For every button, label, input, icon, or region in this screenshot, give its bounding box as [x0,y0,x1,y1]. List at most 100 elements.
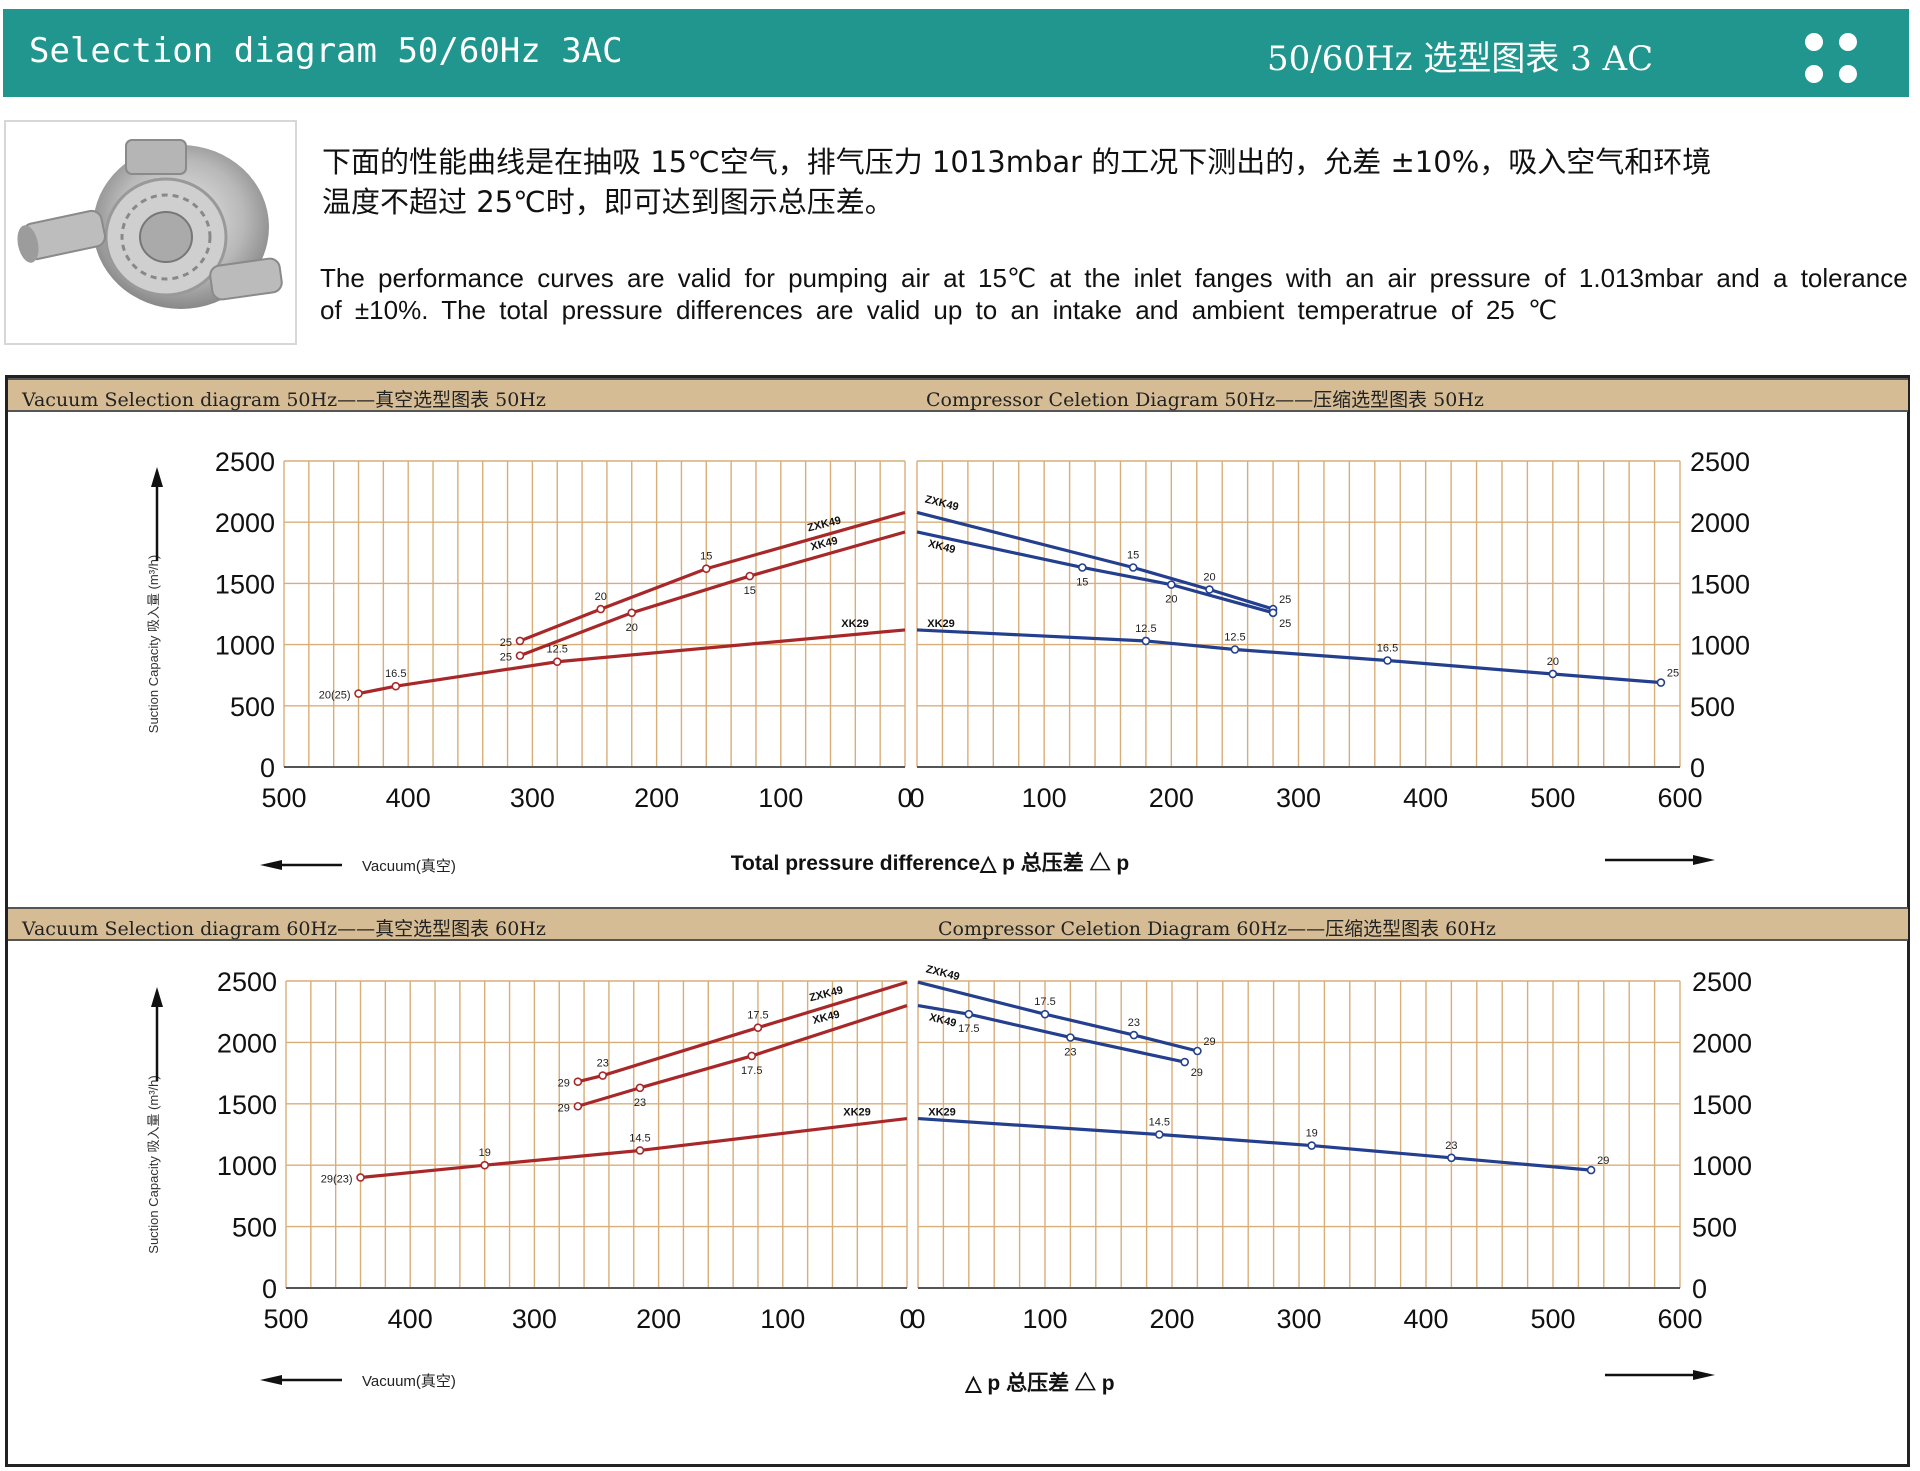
data-label-pressure: 15 [1127,549,1139,561]
data-label-vacuum: 20 [595,591,607,603]
data-label-pressure: 25 [1279,594,1291,606]
series-name-label-pressure: ZXK49 [925,963,961,983]
data-point-pressure [1078,563,1087,572]
compressor-60hz-title: Compressor Celetion Diagram 60Hz——压缩选型图表… [938,918,1496,940]
y-tick-label-right: 1000 [1692,1151,1752,1181]
series-name-label-vacuum: ZXK49 [808,984,844,1004]
data-label-pressure: 23 [1445,1140,1457,1152]
data-point-pressure [1307,1141,1316,1150]
y-tick-label-right: 0 [1692,1274,1707,1304]
data-point-vacuum [753,1023,763,1032]
data-label-pressure: 23 [1064,1046,1076,1058]
data-label-vacuum: 19 [479,1147,491,1159]
series-line-xk29-pressure [916,628,1662,685]
data-label-vacuum: 25 [500,637,512,649]
x-tick-label-vacuum: 400 [388,1304,433,1334]
section-band-60hz: Vacuum Selection diagram 60Hz——真空选型图表 60… [8,907,1908,941]
y-axis-arrow-icon [151,467,163,487]
y-tick-label-right: 1500 [1690,569,1750,599]
data-label-pressure: 17.5 [958,1023,979,1035]
data-point-vacuum [635,1083,645,1093]
series-line-zxk49-vacuum [577,980,908,1084]
x-tick-label-pressure: 100 [1022,1304,1067,1334]
y-axis-label: Suction Capacity 吸入量 (m³/h) [146,1075,161,1253]
data-point-pressure [964,1009,974,1019]
pressure-arrow-icon [1693,855,1715,865]
intro-text-cn: 下面的性能曲线是在抽吸 15℃空气，排气压力 1013mbar 的工况下测出的，… [322,142,1882,222]
y-tick-label-right: 2000 [1690,508,1750,538]
x-tick-label-pressure: 0 [909,783,924,813]
vacuum-50hz-title: Vacuum Selection diagram 50Hz——真空选型图表 50… [22,389,546,411]
data-label-vacuum: 17.5 [747,1010,768,1022]
series-line-zxk49-pressure [916,510,1274,611]
data-label-vacuum: 15 [700,551,712,563]
x-tick-label-vacuum: 300 [510,783,555,813]
data-point-vacuum [598,1071,608,1080]
x-tick-label-vacuum: 100 [760,1304,805,1334]
vacuum-arrow-icon [260,1375,282,1385]
x-tick-label-vacuum: 400 [386,783,431,813]
data-label-pressure: 20 [1203,572,1215,584]
x-tick-label-pressure: 600 [1657,783,1702,813]
data-point-pressure [1129,1030,1139,1040]
data-point-vacuum [745,571,755,581]
x-tick-label-vacuum: 0 [899,1304,914,1334]
y-tick-label-right: 1000 [1690,631,1750,661]
x-tick-label-pressure: 500 [1530,783,1575,813]
data-point-pressure [1128,563,1138,572]
y-tick-label-left: 2000 [215,508,275,538]
series-line-xk49-vacuum [577,1004,908,1108]
logo-dots-icon [1797,23,1867,93]
data-label-pressure: 20 [1547,656,1559,668]
series-name-label-pressure: XK29 [928,1107,956,1119]
data-point-vacuum [391,681,401,691]
y-tick-label-right: 2000 [1692,1028,1752,1058]
vacuum-60hz-title: Vacuum Selection diagram 60Hz——真空选型图表 60… [22,918,546,940]
data-label-pressure: 25 [1279,618,1291,630]
data-point-vacuum [747,1051,757,1061]
x-tick-label-pressure: 200 [1149,1304,1194,1334]
x-tick-label-vacuum: 100 [758,783,803,813]
data-label-vacuum: 25 [500,652,512,664]
y-tick-label-left: 500 [232,1213,277,1243]
data-point-pressure [1230,645,1240,654]
series-line-zxk49-pressure [917,980,1198,1053]
series-line-zxk49-vacuum [519,510,906,643]
data-label-pressure: 15 [1076,576,1088,588]
x-axis-label: Total pressure difference△ p 总压差 △ p [731,851,1130,875]
data-label-pressure: 17.5 [1034,996,1055,1008]
y-tick-label-right: 500 [1692,1213,1737,1243]
data-label-vacuum: 29 [558,1078,570,1090]
y-tick-label-left: 0 [260,753,275,783]
data-label-pressure: 23 [1128,1017,1140,1029]
intro-en-line1: The performance curves are valid for pum… [320,263,1908,293]
data-point-vacuum [515,651,525,660]
intro-en-line2: of ±10%. The total pressure differences … [320,295,1558,325]
compressor-50hz-title: Compressor Celetion Diagram 50Hz——压缩选型图表… [926,389,1484,411]
data-label-pressure: 29 [1203,1036,1215,1048]
blower-illustration [17,139,283,309]
y-tick-label-left: 2500 [215,447,275,477]
data-label-pressure: 12.5 [1224,631,1245,643]
x-tick-label-pressure: 400 [1403,783,1448,813]
x-tick-label-vacuum: 200 [636,1304,681,1334]
data-point-pressure [1205,585,1214,594]
intro-text-en: The performance curves are valid for pum… [320,262,1920,326]
series-name-label-vacuum: XK29 [841,618,869,630]
data-label-vacuum: 17.5 [741,1065,762,1077]
data-label-vacuum: 15 [744,585,756,597]
data-point-pressure [1268,608,1278,618]
data-label-vacuum: 12.5 [547,644,568,656]
data-point-pressure [1066,1033,1075,1042]
y-tick-label-right: 2500 [1690,447,1750,477]
data-point-pressure [1656,678,1666,687]
vacuum-label: Vacuum(真空) [362,857,456,875]
section-band-50hz: Vacuum Selection diagram 50Hz——真空选型图表 50… [8,378,1908,412]
data-label-pressure: 19 [1306,1128,1318,1140]
data-label-vacuum: 29 [558,1102,570,1114]
series-line-xk29-vacuum [358,628,906,696]
data-point-vacuum [635,1146,645,1155]
data-label-pressure: 16.5 [1377,643,1398,655]
x-tick-label-pressure: 100 [1022,783,1067,813]
